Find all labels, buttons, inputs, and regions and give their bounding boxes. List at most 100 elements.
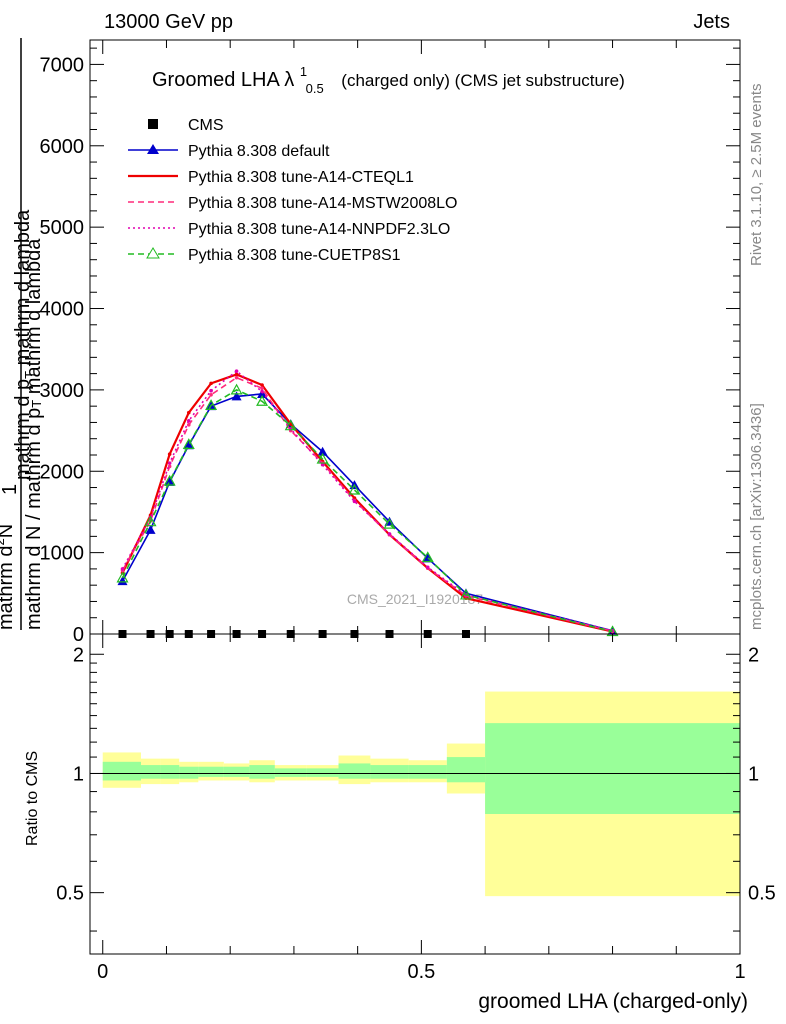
series-marker <box>284 419 297 431</box>
main-y-tick-label: 4000 <box>40 299 85 321</box>
series-marker <box>234 375 239 380</box>
legend-entry: Pythia 8.308 default <box>128 143 330 160</box>
plot-title-sub: 0.5 <box>306 81 324 96</box>
series-marker <box>117 576 128 586</box>
legend-marker <box>147 144 159 154</box>
y-label-line3: mathrm d pT mathrm d lambda <box>12 209 37 480</box>
ratio-y-tick-label-right: 0.5 <box>748 883 776 905</box>
series-marker <box>317 446 328 456</box>
y-label-line3-text: mathrm d p <box>12 379 34 480</box>
legend-label: Pythia 8.308 default <box>188 143 330 160</box>
plot-title-sup: 1 <box>300 64 307 79</box>
ratio-inner-band-bin <box>140 765 161 779</box>
y-label-line1-sub: T <box>29 400 44 408</box>
legend-entry: Pythia 8.308 tune-A14-CTEQL1 <box>128 169 414 186</box>
series-marker <box>383 517 396 529</box>
ratio-inner-band-bin <box>223 766 250 777</box>
ratio-y-axis: 0.5 0.5 1 1 2 2 <box>56 644 776 932</box>
y-label-line3-end: mathrm d lambda <box>12 209 34 371</box>
series-marker <box>182 438 195 450</box>
mcplots-label: mcplots.cern.ch [arXiv:1306.3436] <box>748 403 765 630</box>
y-label-line3-sub: T <box>22 371 37 379</box>
series-marker <box>167 461 172 465</box>
plot-title-main: Groomed LHA λ <box>152 69 294 91</box>
series-marker <box>260 383 264 387</box>
series-marker <box>234 372 239 377</box>
ratio-panel: 0.5 0.51 12 2 0 0.5 1 <box>56 633 776 983</box>
series-marker <box>348 483 361 495</box>
series-3 <box>120 375 615 633</box>
main-y-tick-label: 2000 <box>40 461 85 483</box>
header-left-label: 13000 GeV pp <box>104 11 233 33</box>
series-marker <box>120 567 125 571</box>
plot-title: Groomed LHA λ 1 0.5 (charged only) (CMS … <box>152 59 625 98</box>
series-marker <box>205 399 218 410</box>
series-marker <box>164 476 175 486</box>
series-marker <box>163 474 176 486</box>
x-tick-label: 0 <box>97 961 108 983</box>
main-y-tick-label: 3000 <box>40 380 85 402</box>
series-marker <box>145 524 156 534</box>
series-marker <box>425 565 430 570</box>
series-marker <box>257 388 268 398</box>
y-label-line1-text: mathrm d N / mathrm d p <box>23 408 45 630</box>
series-marker <box>234 369 239 373</box>
y-label-line1: mathrm d N / mathrm d pT mathrm d lambda <box>23 238 45 630</box>
main-y-axis: 0 1000 2000 3000 4000 5000 6000 7000 <box>40 40 741 646</box>
legend-label: Pythia 8.308 tune-A14-NNPDF2.3LO <box>188 221 450 238</box>
ratio-panel-frame <box>89 633 741 955</box>
y-label-line1-end: mathrm d lambda <box>23 238 45 400</box>
series-marker <box>167 452 172 456</box>
ratio-y-label: Ratio to CMS <box>24 751 41 846</box>
series-marker <box>387 532 392 536</box>
ratio-inner-band-bin <box>485 723 740 814</box>
main-y-tick-label: 5000 <box>40 217 85 239</box>
series-marker <box>260 386 264 391</box>
series-marker <box>186 410 191 415</box>
legend-label: Pythia 8.308 tune-A14-MSTW2008LO <box>188 195 457 212</box>
legend-entry: Pythia 8.308 tune-A14-NNPDF2.3LO <box>128 221 450 238</box>
ratio-bands <box>102 691 740 897</box>
watermark-label: CMS_2021_I1920187 <box>347 591 483 607</box>
series-marker <box>183 440 194 450</box>
x-tick-label: 0.5 <box>407 961 435 983</box>
ratio-inner-band-bin <box>179 766 199 779</box>
main-y-tick-label: 1000 <box>40 543 85 565</box>
ratio-inner-band-bin <box>198 766 224 777</box>
x-tick-label: 1 <box>734 961 745 983</box>
x-axis-label: groomed LHA (charged-only) <box>478 990 748 1013</box>
legend-swatch <box>148 119 158 129</box>
ratio-y-tick-label: 2 <box>73 644 84 666</box>
ratio-inner-band-bin <box>274 768 307 777</box>
y-label-line2-end: N <box>0 524 17 538</box>
ratio-y-tick-label-right: 1 <box>748 763 759 785</box>
series-line <box>121 388 613 633</box>
plot-title-suffix: (charged only) (CMS jet substructure) <box>341 71 624 90</box>
y-label-line2: mathrm d2N <box>0 524 17 630</box>
series-marker <box>186 419 191 423</box>
series-marker <box>209 388 213 393</box>
series-marker <box>256 395 269 406</box>
series-marker <box>320 462 325 467</box>
ratio-inner-band-bin <box>338 763 371 779</box>
legend-label: Pythia 8.308 tune-A14-CTEQL1 <box>188 169 414 186</box>
series-marker <box>144 515 157 527</box>
series-marker <box>209 381 213 386</box>
series-marker <box>231 391 242 401</box>
legend-label: CMS <box>188 117 224 134</box>
main-y-label: 1 mathrm d N / mathrm d pT mathrm d lamb… <box>0 38 45 630</box>
legend: CMS Pythia 8.308 default Pythia 8.308 tune… <box>128 117 457 264</box>
series-marker <box>116 571 129 583</box>
legend-entry: Pythia 8.308 tune-A14-MSTW2008LO <box>128 195 457 212</box>
series-marker <box>209 392 213 397</box>
legend-entry: CMS <box>148 117 224 134</box>
main-y-tick-label: 7000 <box>40 54 85 76</box>
y-label-line2-sup: 2 <box>0 538 7 545</box>
series-line <box>121 376 613 632</box>
ratio-y-tick-label-right: 2 <box>748 644 759 666</box>
ratio-y-tick-label: 1 <box>73 763 84 785</box>
series-marker <box>352 499 357 504</box>
series-marker <box>459 588 473 600</box>
series-marker <box>421 551 434 563</box>
